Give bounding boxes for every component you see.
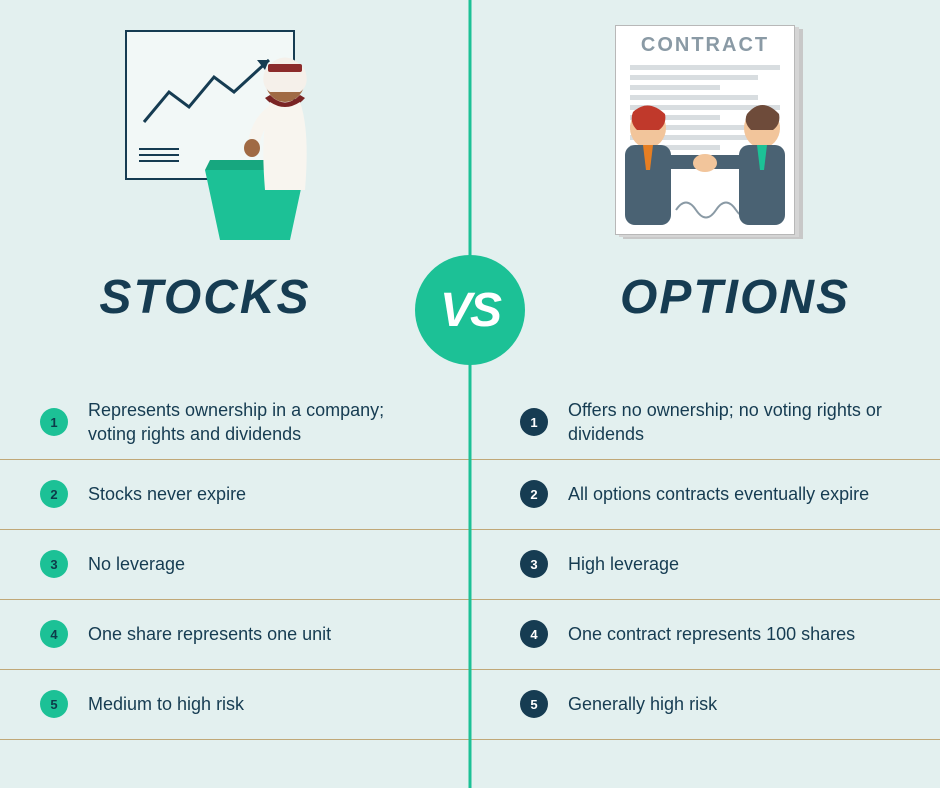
list-item: 5 Medium to high risk [0,670,470,740]
item-text: No leverage [88,552,185,576]
item-number-badge: 4 [40,620,68,648]
item-number-badge: 1 [40,408,68,436]
list-item: 1 Represents ownership in a company; vot… [0,385,470,460]
left-title: Stocks [0,270,470,325]
stocks-list: 1 Represents ownership in a company; vot… [0,385,470,740]
options-list: 1 Offers no ownership; no voting rights … [470,385,940,740]
item-number-badge: 2 [520,480,548,508]
right-column-options: CONTRACT [470,0,940,788]
item-text: Generally high risk [568,692,717,716]
item-text: Medium to high risk [88,692,244,716]
item-text: High leverage [568,552,679,576]
item-text: One share represents one unit [88,622,331,646]
vs-badge: VS [415,255,525,365]
center-divider [469,0,472,788]
right-title: Options [470,270,940,325]
item-number-badge: 3 [40,550,68,578]
item-text: One contract represents 100 shares [568,622,855,646]
list-item: 4 One contract represents 100 shares [470,600,940,670]
item-text: Represents ownership in a company; votin… [88,398,408,447]
list-item: 5 Generally high risk [470,670,940,740]
item-number-badge: 5 [40,690,68,718]
comparison-infographic: Stocks 1 Represents ownership in a compa… [0,0,940,788]
options-illustration: CONTRACT [470,0,940,240]
stocks-illustration [0,0,470,240]
list-item: 4 One share represents one unit [0,600,470,670]
item-number-badge: 3 [520,550,548,578]
item-number-badge: 5 [520,690,548,718]
list-item: 1 Offers no ownership; no voting rights … [470,385,940,460]
handshake-people-icon [593,100,817,240]
item-text: All options contracts eventually expire [568,482,869,506]
item-number-badge: 4 [520,620,548,648]
list-item: 2 Stocks never expire [0,460,470,530]
list-item: 2 All options contracts eventually expir… [470,460,940,530]
chart-caption-lines [139,148,179,166]
left-column-stocks: Stocks 1 Represents ownership in a compa… [0,0,470,788]
presenter-person-icon [240,50,330,210]
list-item: 3 No leverage [0,530,470,600]
contract-label: CONTRACT [616,34,794,57]
item-text: Stocks never expire [88,482,246,506]
item-number-badge: 2 [40,480,68,508]
item-text: Offers no ownership; no voting rights or… [568,398,888,447]
item-number-badge: 1 [520,408,548,436]
list-item: 3 High leverage [470,530,940,600]
